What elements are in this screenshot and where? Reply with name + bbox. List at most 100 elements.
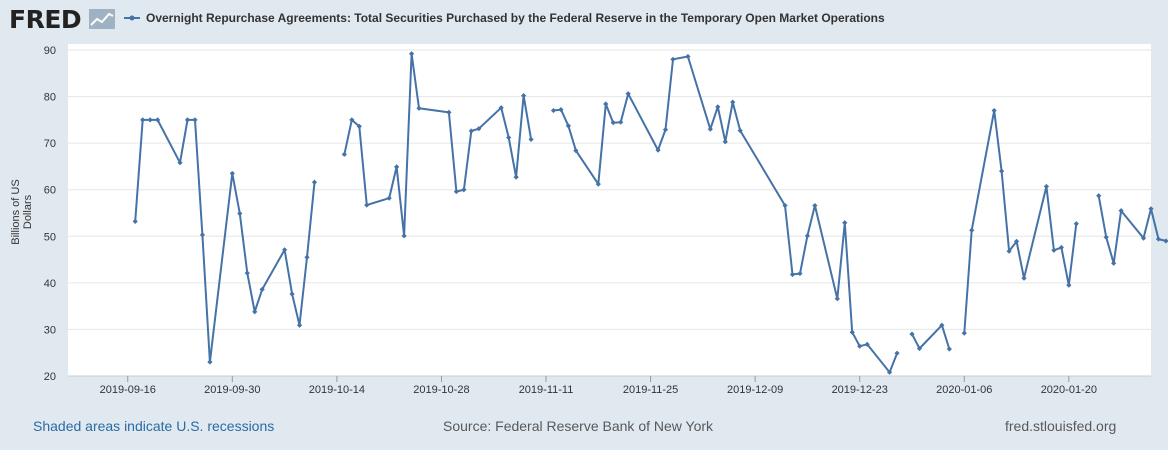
chart-legend[interactable]: Overnight Repurchase Agreements: Total S… [124,11,885,25]
data-point [916,345,923,352]
x-tick-label: 2019-09-16 [100,384,156,396]
y-tick-label: 80 [44,92,56,104]
data-point [595,181,601,187]
data-point [1051,247,1057,253]
data-point [670,56,676,62]
y-tick-label: 50 [44,231,56,243]
data-point [155,117,161,123]
data-point [311,179,318,185]
data-point [252,309,258,315]
data-point [886,369,893,375]
data-point [1103,234,1109,240]
data-point [453,188,459,195]
data-point [939,322,945,328]
data-point [797,270,803,277]
data-point [558,107,564,113]
data-point [573,147,579,154]
recessions-link[interactable]: Shaded areas indicate U.S. recessions [33,418,275,434]
data-point [804,233,811,239]
series-line [963,109,1078,334]
data-point [1073,221,1079,227]
series-line [553,55,899,374]
data-point [394,164,400,170]
x-tick-label: 2020-01-20 [1041,384,1097,396]
x-tick-label: 2019-09-30 [204,384,260,396]
data-point [1058,244,1064,251]
data-point [1013,238,1020,245]
legend-line-icon [124,15,140,21]
data-point [655,147,661,153]
data-point [468,128,474,134]
data-point [849,329,855,335]
x-axis-tick-marks [127,376,1070,382]
data-point [730,99,736,105]
data-point [192,117,198,123]
data-point [1111,260,1117,266]
data-point [1096,193,1102,199]
data-point [282,247,288,253]
data-point [715,104,721,110]
series-points [132,51,1168,375]
data-point [707,126,713,132]
data-point [812,202,818,209]
data-point [244,270,250,276]
data-point [446,109,452,116]
data-point [461,187,467,193]
data-point [999,168,1005,174]
data-point [289,291,295,297]
data-point [207,359,213,365]
data-point [237,210,243,217]
data-point [1021,275,1027,281]
y-axis-tick-labels: 20 30 40 50 60 70 80 90 [44,45,56,383]
data-point [147,117,153,123]
data-point [498,105,504,111]
data-point [969,227,975,233]
data-point [1066,282,1072,288]
data-point [1148,206,1154,212]
data-point [946,346,952,352]
legend-label: Overnight Repurchase Agreements: Total S… [146,11,885,25]
grid-lines [68,49,1151,377]
y-tick-label: 60 [44,185,56,197]
series-line [1097,195,1167,265]
data-point [722,139,728,145]
data-point [476,126,482,132]
data-point [1155,236,1162,242]
site-link[interactable]: fred.stlouisfed.org [1005,418,1117,434]
x-tick-label: 2019-10-14 [309,384,365,396]
x-axis-tick-labels: 2019-09-16 2019-09-30 2019-10-14 2019-10-28… [100,384,1097,396]
fred-logo[interactable]: FRED [9,5,82,34]
data-point [229,170,235,177]
y-axis-label: Billions of US Dollars [10,179,34,245]
data-point [521,93,527,99]
data-point [356,123,362,129]
data-point [685,53,691,60]
series-line [134,118,316,363]
y-tick-label: 40 [44,278,56,290]
data-point [349,117,355,123]
data-point [894,350,900,356]
data-point [416,105,422,111]
data-point [259,286,265,292]
data-point [625,91,631,97]
data-point [662,127,669,133]
fred-logo-graph-icon [89,9,115,29]
y-tick-label: 70 [44,138,56,150]
data-point [132,218,138,224]
series-lines [134,52,1167,374]
y-tick-label: 90 [44,45,56,57]
data-point [857,343,863,349]
data-point [401,233,407,239]
data-point [834,296,840,302]
data-point [864,341,870,347]
data-point [603,101,609,107]
series-line [343,52,533,237]
data-point [304,254,310,260]
source-text: Source: Federal Reserve Bank of New York [443,418,714,434]
plot-area [68,44,1151,376]
data-point [408,51,415,57]
x-tick-label: 2019-12-09 [727,384,783,396]
data-point [199,232,206,238]
data-point [184,117,191,123]
